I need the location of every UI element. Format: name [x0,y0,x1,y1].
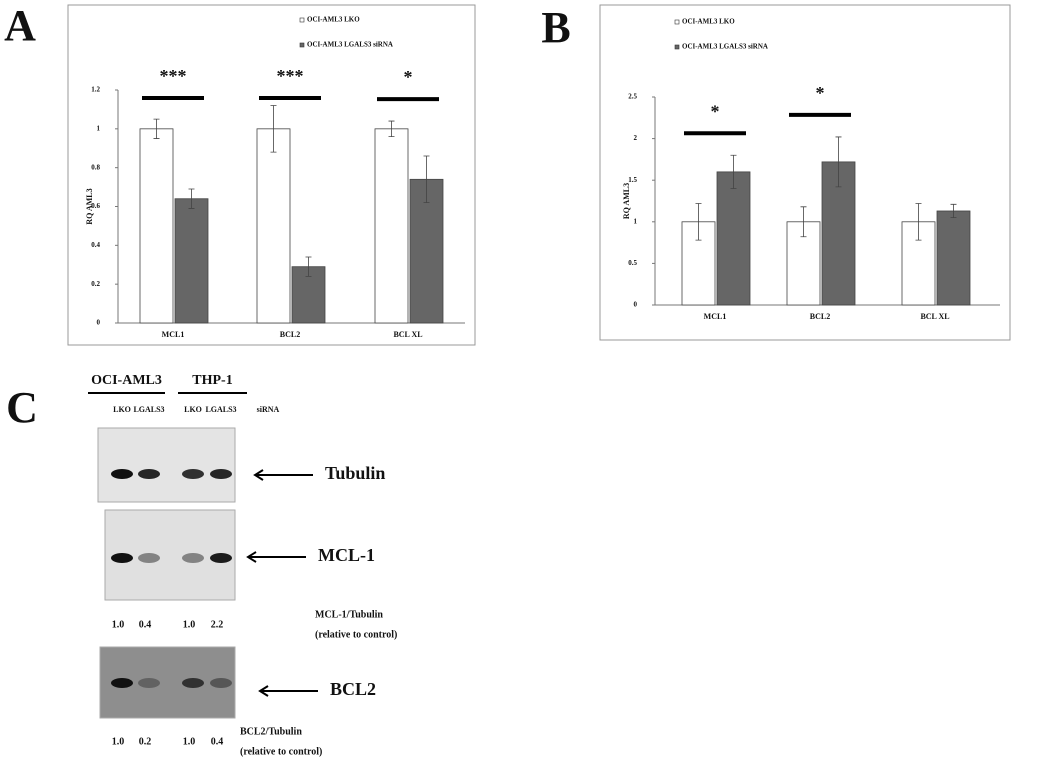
y-tick-label: 1 [634,217,638,225]
legend-swatch [674,19,680,25]
x-tick-label: BCL XL [393,330,422,339]
error-bar [305,256,312,277]
y-tick-label: 0.4 [91,241,100,249]
ratio-label: BCL2/Tubulin [240,726,302,737]
x-tick-label: BCL2 [280,330,300,339]
blot-band [138,553,160,563]
significance-label: * [816,83,825,103]
bar [936,210,971,306]
blot-band [182,469,204,479]
error-bar [188,188,195,209]
significance-label: *** [277,66,304,86]
group-label: THP-1 [192,373,232,388]
blot-band [210,469,232,479]
y-tick-label: 2.5 [628,93,637,101]
ratio-value: 0.4 [139,619,152,630]
legend-label: OCI-AML3 LKO [307,16,360,24]
blot-band [210,553,232,563]
x-tick-label: MCL1 [704,312,727,321]
ratio-value: 1.0 [112,736,125,747]
y-axis-label: RQ AML3 [622,183,631,219]
significance-label: *** [160,66,187,86]
legend-swatch [299,17,305,23]
x-tick-label: BCL2 [810,312,830,321]
x-tick-label: BCL XL [920,312,949,321]
ratio-value: 0.2 [139,736,152,747]
y-tick-label: 0 [634,301,638,309]
y-tick-label: 1.5 [628,176,637,184]
error-bar [153,118,160,139]
panel-label: B [541,3,570,52]
lane-label: LKO [184,405,202,414]
lane-label: LGALS3 [133,405,164,414]
error-bar [800,206,807,238]
ratio-value: 0.4 [211,736,224,747]
panel-label: C [6,383,38,432]
ratio-value: 1.0 [183,619,196,630]
arrow [253,469,313,481]
ratio-value: 1.0 [183,736,196,747]
significance-label: * [404,67,413,87]
arrow [246,551,306,563]
legend-swatch [674,44,680,50]
error-bar [915,203,922,241]
blot-band [111,678,133,688]
band-label: BCL2 [330,679,376,699]
y-tick-label: 0 [97,319,101,327]
ratio-value: 1.0 [112,619,125,630]
ratio-label: MCL-1/Tubulin [315,609,383,620]
bar [174,198,209,324]
blot-band [182,553,204,563]
y-tick-label: 0.5 [628,259,637,267]
bar [716,171,751,306]
y-tick-label: 0.6 [91,202,100,210]
blot-band [138,678,160,688]
legend-label: OCI-AML3 LGALS3 siRNA [307,41,393,49]
legend-label: OCI-AML3 LGALS3 siRNA [682,43,768,51]
panel-label: A [4,1,36,50]
bar [409,178,444,324]
significance-label: * [711,101,720,121]
ratio-note: (relative to control) [240,746,322,757]
error-bar [270,105,277,153]
panel-frame [599,4,1011,341]
bar [139,128,174,324]
error-bar [950,203,957,219]
error-bar [730,154,737,189]
y-axis-label: RQ AML3 [85,188,94,224]
blot-band [111,553,133,563]
band-label: MCL-1 [318,545,375,565]
y-tick-label: 0.8 [91,163,100,171]
legend-swatch [299,42,305,48]
ratio-note: (relative to control) [315,629,397,640]
bar [374,128,409,324]
blot-membrane [97,427,236,503]
blot-band [111,469,133,479]
y-tick-label: 2 [634,134,638,142]
ratio-value: 2.2 [211,619,224,630]
error-bar [835,136,842,188]
blot-band [138,469,160,479]
y-tick-label: 0.2 [91,280,100,288]
blot-band [182,678,204,688]
band-label: Tubulin [325,463,385,483]
lane-note: siRNA [257,405,280,414]
x-tick-label: MCL1 [162,330,185,339]
panel-frame [67,4,476,346]
lane-label: LKO [113,405,131,414]
error-bar [423,155,430,204]
bar [256,128,291,324]
y-tick-label: 1.2 [91,86,100,94]
blot-band [210,678,232,688]
group-label: OCI-AML3 [91,373,162,388]
legend-label: OCI-AML3 LKO [682,18,735,26]
lane-label: LGALS3 [205,405,236,414]
y-tick-label: 1 [97,124,101,132]
arrow [258,685,318,697]
error-bar [388,120,395,137]
error-bar [695,203,702,241]
